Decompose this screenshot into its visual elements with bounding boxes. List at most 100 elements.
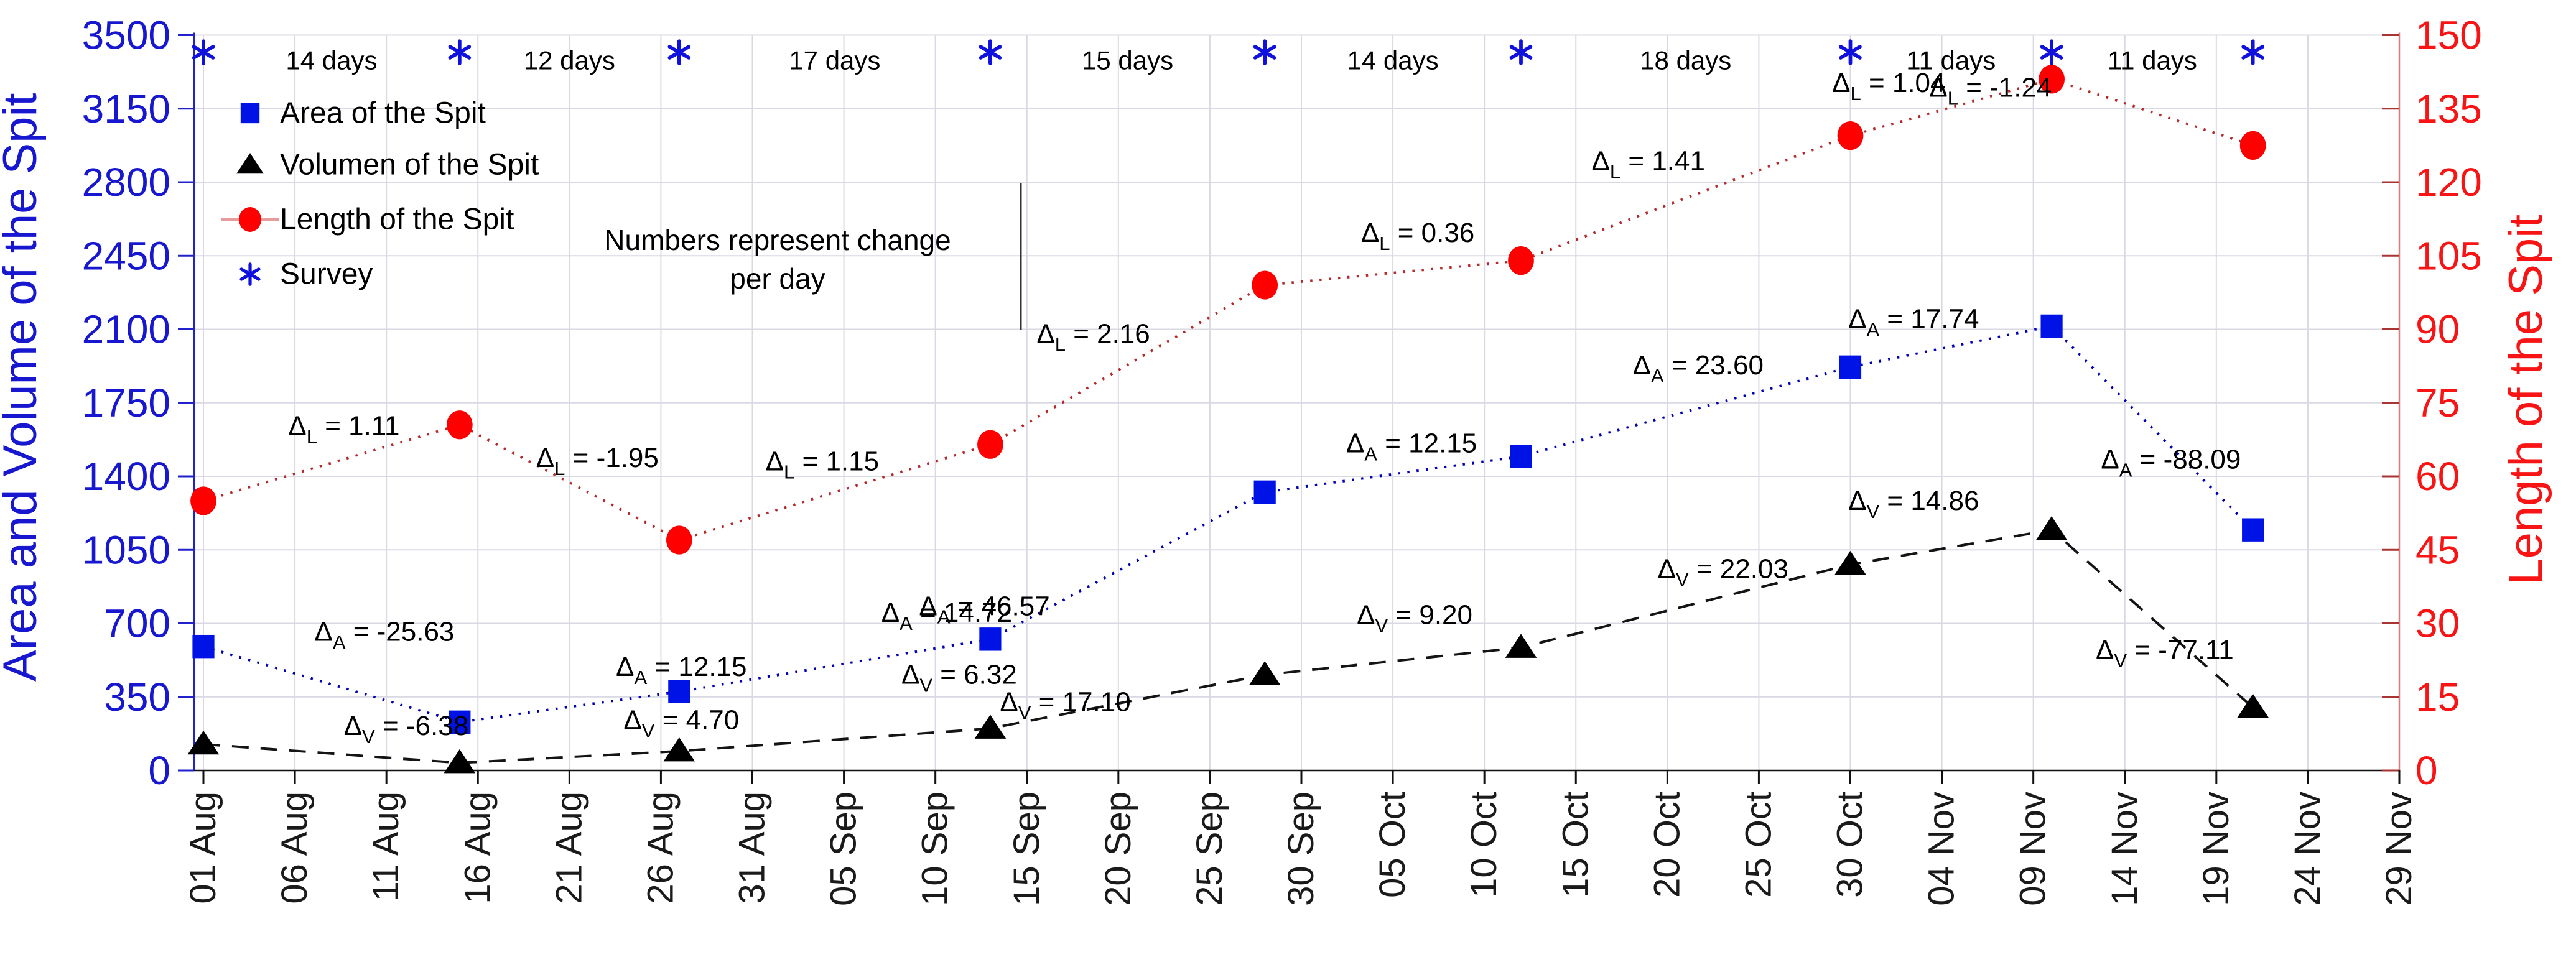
v-marker — [974, 714, 1007, 739]
x-tick-label: 15 Oct — [1555, 792, 1596, 898]
v-marker — [1834, 550, 1866, 575]
delta-annotation: ΔA = 46.57 — [919, 591, 1049, 628]
interval-days-label: 17 days — [789, 46, 880, 75]
v-marker — [444, 749, 476, 774]
note-line-1: Numbers represent change — [604, 224, 951, 256]
triangle-legend-icon — [236, 153, 264, 174]
right-tick-label: 30 — [2416, 601, 2460, 646]
x-tick-label: 25 Sep — [1189, 792, 1230, 906]
survey-asterisk-icon — [667, 39, 691, 65]
delta-annotation: ΔV = 4.70 — [623, 705, 739, 741]
interval-days-label: 11 days — [1906, 46, 1996, 75]
v-marker — [1505, 634, 1537, 658]
legend-item-circle: Length of the Spit — [221, 203, 514, 236]
delta-annotation: ΔL = -1.95 — [536, 443, 659, 479]
left-tick-label: 3150 — [82, 86, 170, 131]
right-tick-label: 120 — [2416, 160, 2482, 205]
right-tick-label: 150 — [2416, 13, 2482, 58]
interval-days-label: 18 days — [1640, 46, 1731, 75]
square-legend-icon — [240, 103, 260, 124]
x-tick-label: 05 Oct — [1372, 792, 1413, 898]
delta-annotation: ΔA = 23.60 — [1633, 350, 1764, 387]
l-marker — [2239, 131, 2266, 160]
delta-annotation: ΔV = 14.86 — [1848, 486, 1979, 522]
right-axis-ticks: 0 15 30 45 60 75 90 105 120 135 150 — [2382, 13, 2482, 793]
delta-annotation: ΔL = 1.04 — [1832, 68, 1945, 104]
a-marker — [1510, 445, 1532, 468]
x-tick-label: 20 Oct — [1647, 792, 1687, 898]
left-tick-label: 2100 — [82, 307, 170, 352]
delta-annotation: ΔL = -1.24 — [1929, 73, 2052, 109]
delta-annotation: ΔV = -6.38 — [344, 711, 469, 747]
l-marker — [1252, 270, 1278, 300]
series-a — [192, 314, 2264, 734]
right-tick-label: 0 — [2416, 748, 2438, 793]
left-tick-label: 1750 — [82, 381, 170, 425]
circle-legend-icon — [238, 207, 262, 232]
delta-annotation: ΔL = 1.11 — [288, 410, 399, 447]
a-marker — [668, 680, 690, 704]
delta-annotation: ΔV = -77.11 — [2096, 635, 2234, 672]
l-marker — [446, 410, 473, 440]
x-axis-ticks: 01 Aug 06 Aug 11 Aug 16 Aug 21 Aug 26 Aug 31 A… — [183, 770, 2419, 906]
x-tick-label: 14 Nov — [2104, 792, 2145, 906]
series-v — [187, 516, 2269, 774]
interval-days-label: 14 days — [1347, 46, 1439, 75]
survey-asterisk-icon — [979, 39, 1002, 65]
left-tick-label: 350 — [104, 675, 170, 719]
note-line-2: per day — [730, 262, 825, 295]
left-tick-label: 1050 — [82, 527, 170, 572]
x-tick-label: 31 Aug — [732, 792, 773, 904]
survey-asterisk-icon — [2241, 39, 2265, 65]
v-marker — [2035, 516, 2068, 540]
left-tick-label: 2450 — [82, 233, 170, 278]
v-marker — [2237, 693, 2269, 718]
legend-item-label: Volumen of the Spit — [280, 149, 539, 182]
delta-annotation: ΔL = 1.41 — [1592, 146, 1705, 183]
x-tick-label: 10 Oct — [1464, 792, 1504, 898]
right-axis-title: Length of the Spit — [2499, 215, 2552, 585]
left-axis-ticks: 0 350 700 1050 1400 1750 2100 2450 2800 3150 3500 — [82, 13, 194, 793]
left-tick-label: 700 — [104, 601, 170, 646]
right-tick-label: 90 — [2416, 307, 2460, 352]
x-tick-label: 01 Aug — [183, 792, 223, 904]
x-tick-label: 15 Sep — [1007, 792, 1047, 906]
a-marker — [979, 627, 1002, 651]
x-tick-label: 09 Nov — [2013, 792, 2053, 906]
l-marker — [1508, 246, 1534, 275]
delta-annotation: ΔA = 12.15 — [1346, 428, 1477, 465]
x-tick-label: 29 Nov — [2379, 792, 2419, 906]
interval-days-label: 15 days — [1082, 46, 1173, 75]
legend-item-asterisk: Survey — [239, 258, 373, 291]
legend-item-square: Area of the Spit — [240, 97, 486, 130]
left-tick-label: 3500 — [82, 13, 170, 58]
a-marker — [192, 634, 215, 659]
l-marker — [1837, 121, 1864, 150]
delta-annotation: ΔV = 9.20 — [1357, 599, 1472, 636]
delta-annotation: ΔA = 12.15 — [616, 652, 746, 688]
legend-item-triangle: Volumen of the Spit — [236, 149, 539, 182]
interval-days-label: 14 days — [286, 46, 377, 75]
left-tick-label: 2800 — [82, 160, 170, 205]
delta-annotation: ΔV = 6.32 — [901, 660, 1017, 696]
a-marker — [1253, 480, 1276, 504]
v-marker — [663, 737, 695, 762]
survey-markers: 14 days 12 days 17 days 15 days 14 days 18 da… — [192, 39, 2265, 75]
interval-days-label: 11 days — [2108, 46, 2197, 75]
x-tick-label: 24 Nov — [2287, 792, 2328, 906]
x-tick-label: 20 Sep — [1098, 792, 1138, 906]
x-tick-label: 25 Oct — [1738, 792, 1779, 898]
delta-annotation: ΔL = 0.36 — [1361, 218, 1474, 254]
x-tick-label: 05 Sep — [824, 792, 864, 906]
delta-annotation: ΔA = 14.72 — [881, 598, 1012, 634]
left-axis-title: Area and Volume of the Spit — [0, 93, 47, 682]
delta-annotation: ΔL = 2.16 — [1036, 319, 1150, 356]
a-marker — [2242, 518, 2264, 542]
l-marker — [666, 525, 692, 555]
a-marker — [1839, 355, 1862, 379]
delta-annotation: ΔV = 17.10 — [1000, 687, 1130, 723]
left-tick-label: 0 — [148, 748, 170, 793]
x-tick-label: 30 Sep — [1281, 792, 1321, 906]
